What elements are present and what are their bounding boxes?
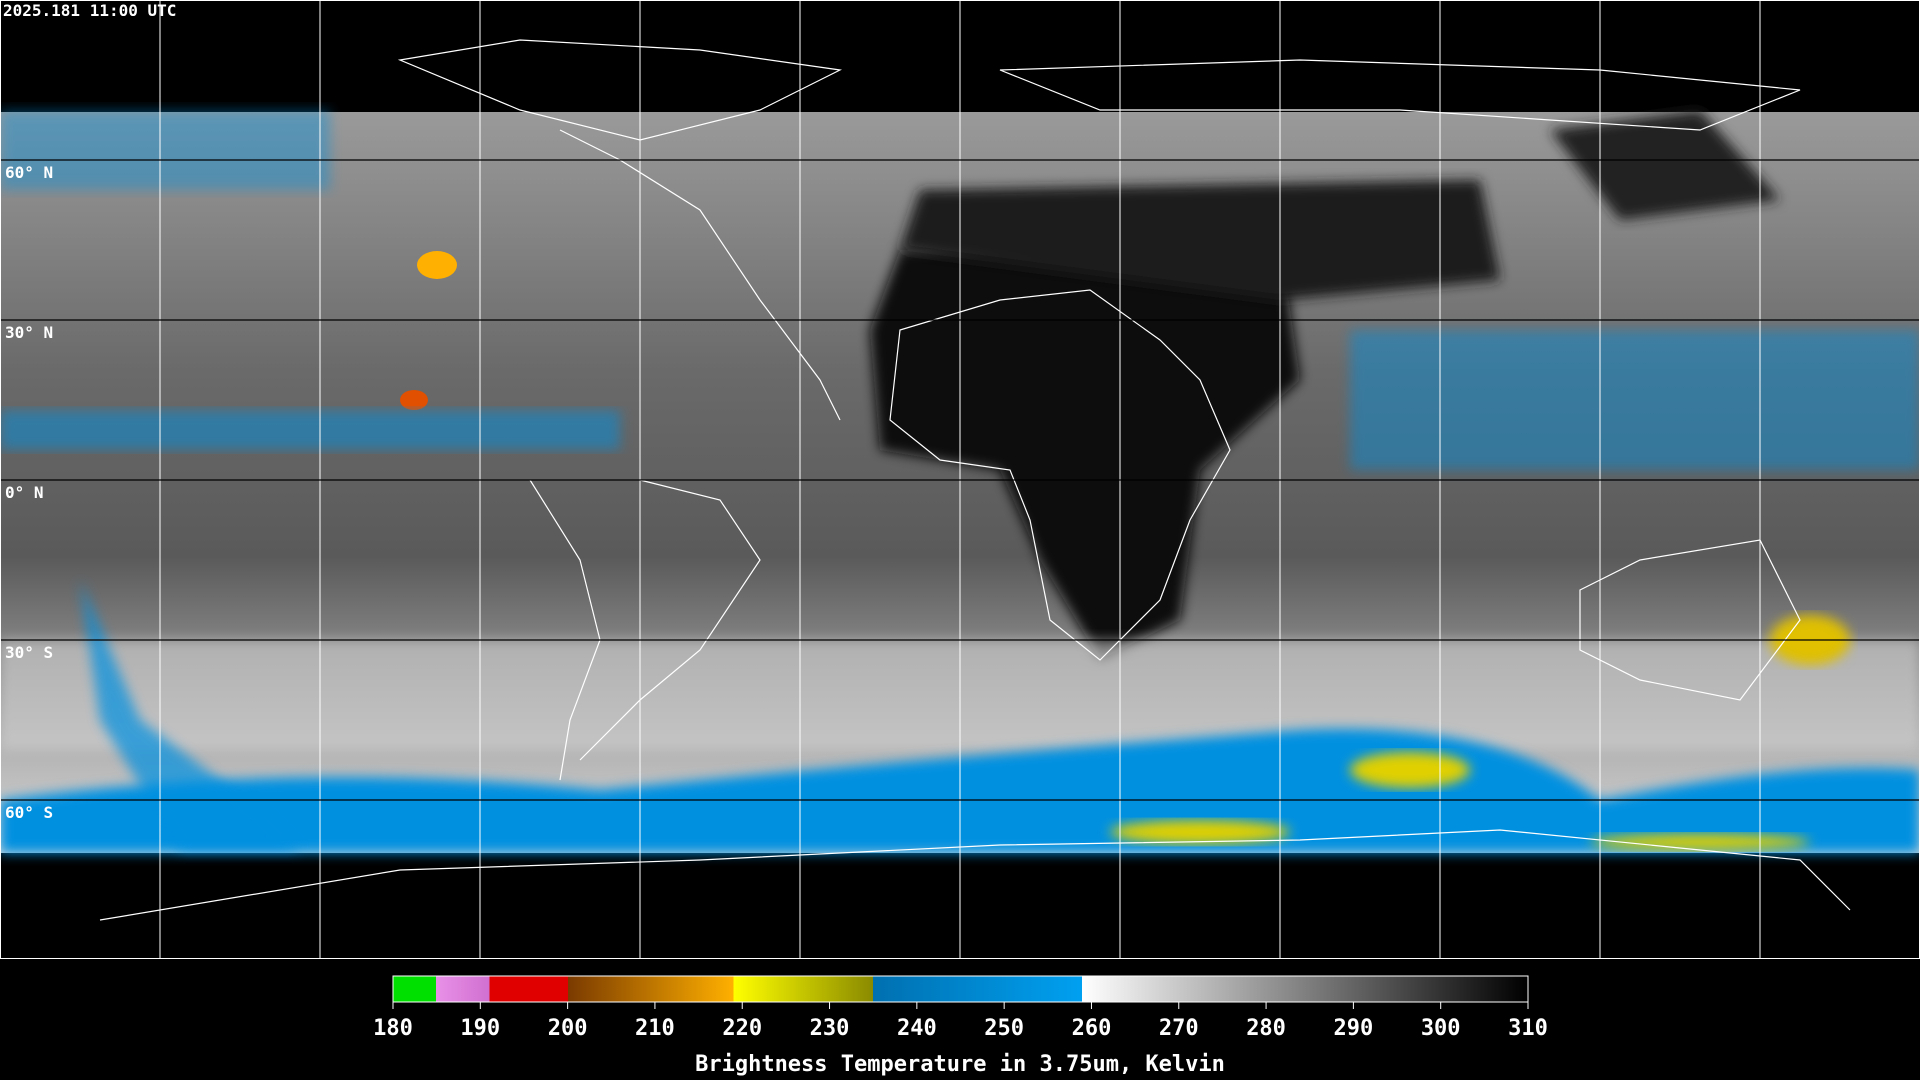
latitude-labels: 60° N 30° N 0° N 30° S 60° S [5, 163, 53, 822]
colorbar-ticks: 180 190 200 210 220 230 240 250 260 270 280 290 300 3… [373, 1002, 1548, 1041]
colorbar-tick-label: 250 [984, 1016, 1024, 1041]
colorbar-tick-label: 260 [1072, 1016, 1112, 1041]
colorbar-tick-label: 300 [1421, 1016, 1461, 1041]
timestamp: 2025.181 11:00 UTC [3, 1, 176, 20]
colorbar-tick-label: 180 [373, 1016, 413, 1041]
latitude-label: 30° N [5, 323, 53, 342]
latitude-label: 60° N [5, 163, 53, 182]
latitude-label: 0° N [5, 483, 44, 502]
colorbar-tick-label: 290 [1334, 1016, 1374, 1041]
latitude-label: 60° S [5, 803, 53, 822]
colorbar-tick-label: 270 [1159, 1016, 1199, 1041]
colorbar-tick-label: 310 [1508, 1016, 1548, 1041]
latitude-label: 30° S [5, 643, 53, 662]
colorbar-tick-label: 200 [548, 1016, 588, 1041]
colorbar-label: Brightness Temperature in 3.75um, Kelvin [695, 1052, 1225, 1077]
colorbar-tick-label: 210 [635, 1016, 675, 1041]
lat-lon-grid [159, 0, 1761, 958]
colorbar-tick-label: 190 [460, 1016, 500, 1041]
colorbar [392, 975, 1529, 1003]
colorbar-tick-label: 280 [1246, 1016, 1286, 1041]
colorbar-tick-label: 230 [810, 1016, 850, 1041]
colorbar-tick-label: 220 [722, 1016, 762, 1041]
colorbar-tick-label: 240 [897, 1016, 937, 1041]
